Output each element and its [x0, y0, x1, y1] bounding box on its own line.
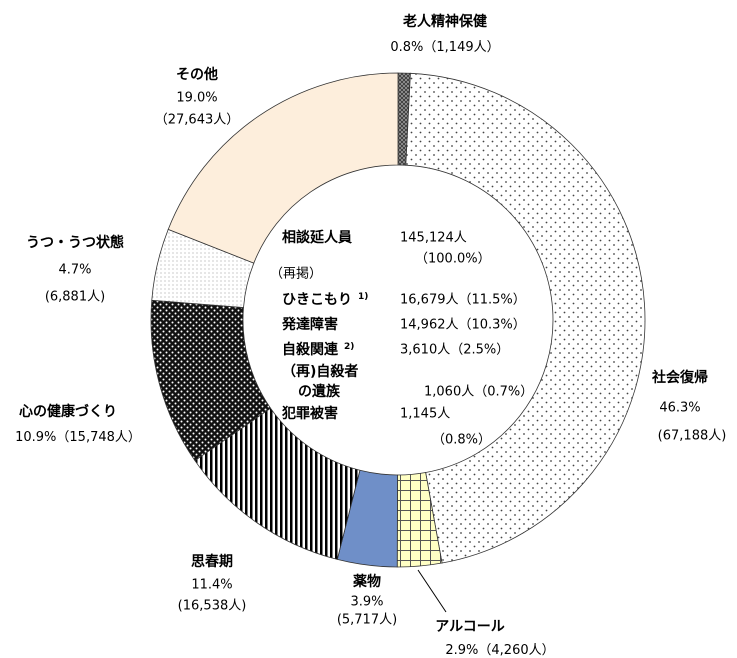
slice-count: （1,149人）	[423, 40, 499, 55]
slice-count: (5,717人)	[337, 613, 397, 628]
slice-value: 2.9%	[445, 643, 478, 658]
center-subheading: （再掲）	[270, 266, 322, 282]
center-row-value-2: （0.8%）	[432, 433, 491, 448]
center-row-value: 14,962人（10.3%）	[400, 318, 526, 333]
center-row-label: 発達障害	[281, 316, 338, 333]
row-label: 犯罪被害	[281, 405, 338, 422]
center-total-share: （100.0%）	[415, 252, 491, 267]
slice-count: (16,538人)	[178, 599, 247, 614]
slice-value: 46.3%	[659, 401, 700, 416]
center-row-label: （再)自殺者	[282, 363, 358, 380]
slice-value: 19.0%	[176, 91, 217, 106]
center-row-label-2: の遺族	[298, 383, 341, 400]
slice-value: 0.8%	[390, 40, 423, 55]
slice-count: (67,188人)	[658, 429, 727, 444]
row-label: （再)自殺者	[282, 363, 358, 380]
slice-label: 老人精神保健	[403, 13, 487, 30]
slice-label: 思春期	[191, 553, 233, 570]
slice-count: （27,643人）	[155, 113, 240, 128]
center-row-value: 16,679人（11.5%）	[400, 293, 526, 308]
slice-count: (6,881人)	[45, 290, 105, 305]
row-label: 自殺関連	[282, 341, 339, 358]
center-row-value: 1,060人（0.7%）	[424, 385, 533, 400]
slice-value-line: 2.9%（4,260人）	[445, 643, 554, 658]
slice-label: 心の健康づくり	[19, 403, 117, 420]
slice-label: うつ・うつ状態	[26, 234, 124, 251]
slice-label: その他	[176, 66, 218, 83]
center-title: 相談延人員	[282, 229, 352, 246]
row-note: 2)	[344, 342, 354, 352]
slice-value-line: 10.9%（15,748人）	[15, 430, 141, 445]
slice-value: 4.7%	[58, 263, 91, 278]
center-total: 145,124人	[400, 231, 467, 246]
donut-segment	[167, 72, 399, 264]
slice-value-line: 0.8%（1,149人）	[390, 40, 499, 55]
slice-label: アルコール	[435, 619, 505, 635]
center-row-value: 1,145人	[400, 407, 450, 422]
row-note: 1)	[358, 292, 368, 302]
slice-value: 10.9%	[15, 430, 56, 445]
center-row-label: ひきこもり 1)	[282, 292, 368, 309]
slice-count: （4,260人）	[478, 643, 554, 658]
center-row-label: 犯罪被害	[281, 405, 338, 422]
center-row-value: 3,610人（2.5%）	[400, 343, 509, 358]
donut-segment	[405, 72, 646, 564]
slice-count: （15,748人）	[56, 430, 141, 445]
row-label: 発達障害	[281, 316, 338, 333]
slice-label: 社会復帰	[651, 369, 708, 386]
slice-value: 11.4%	[191, 578, 232, 593]
leader-line	[417, 569, 447, 613]
row-label: ひきこもり	[282, 292, 352, 308]
slice-value: 3.9%	[350, 595, 383, 610]
center-row-label: 自殺関連 2)	[282, 341, 354, 358]
slice-label: 薬物	[353, 573, 381, 590]
